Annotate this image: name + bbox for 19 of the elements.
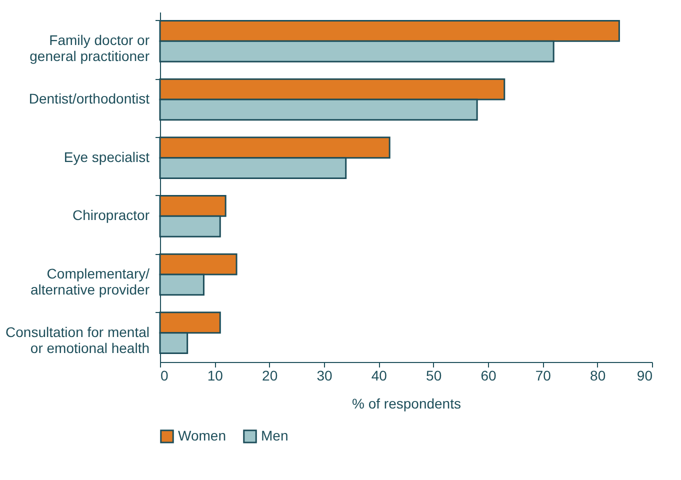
x-tick-label: 50 <box>426 368 442 384</box>
y-tick-label: Eye specialist <box>64 148 150 165</box>
x-tick-label: 20 <box>262 368 278 384</box>
y-tick-label: Family doctor or general practitioner <box>30 32 150 64</box>
y-tick-label: Dentist/orthodontist <box>28 90 150 106</box>
y-tick-label: Consultation for mental or emotional health <box>6 324 150 356</box>
x-axis-title: % of respondents <box>352 396 461 412</box>
x-tick-label: 60 <box>480 368 496 384</box>
legend-label: Women <box>178 427 226 444</box>
y-tick-label: Complementary/ alternative provider <box>30 266 150 298</box>
x-tick-label: 30 <box>316 368 332 384</box>
y-tick-label: Chiropractor <box>72 207 150 224</box>
x-tick-label: 0 <box>160 368 168 384</box>
legend-label: Men <box>261 427 288 444</box>
x-tick-label: 70 <box>535 368 552 384</box>
x-tick-label: 90 <box>636 368 653 384</box>
x-tick-label: 10 <box>207 368 224 384</box>
x-tick-label: 80 <box>590 368 606 384</box>
x-tick-label: 40 <box>371 368 388 384</box>
